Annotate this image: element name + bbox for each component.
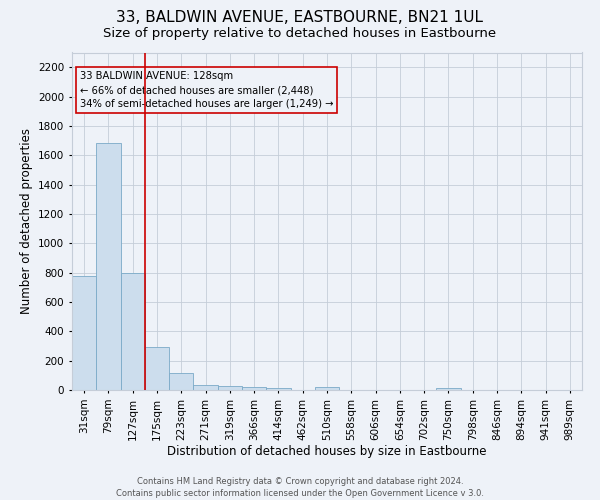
Text: Size of property relative to detached houses in Eastbourne: Size of property relative to detached ho… bbox=[103, 28, 497, 40]
Bar bbox=[96, 144, 121, 390]
Text: Contains HM Land Registry data © Crown copyright and database right 2024.
Contai: Contains HM Land Registry data © Crown c… bbox=[116, 476, 484, 498]
Bar bbox=[218, 386, 242, 390]
Bar bbox=[121, 272, 145, 390]
X-axis label: Distribution of detached houses by size in Eastbourne: Distribution of detached houses by size … bbox=[167, 446, 487, 458]
Bar bbox=[315, 387, 339, 390]
Bar bbox=[436, 388, 461, 390]
Text: 33, BALDWIN AVENUE, EASTBOURNE, BN21 1UL: 33, BALDWIN AVENUE, EASTBOURNE, BN21 1UL bbox=[116, 10, 484, 25]
Bar bbox=[242, 387, 266, 390]
Bar bbox=[145, 346, 169, 390]
Bar bbox=[169, 373, 193, 390]
Y-axis label: Number of detached properties: Number of detached properties bbox=[20, 128, 32, 314]
Bar bbox=[193, 385, 218, 390]
Bar bbox=[72, 276, 96, 390]
Bar bbox=[266, 388, 290, 390]
Text: 33 BALDWIN AVENUE: 128sqm
← 66% of detached houses are smaller (2,448)
34% of se: 33 BALDWIN AVENUE: 128sqm ← 66% of detac… bbox=[80, 71, 333, 109]
